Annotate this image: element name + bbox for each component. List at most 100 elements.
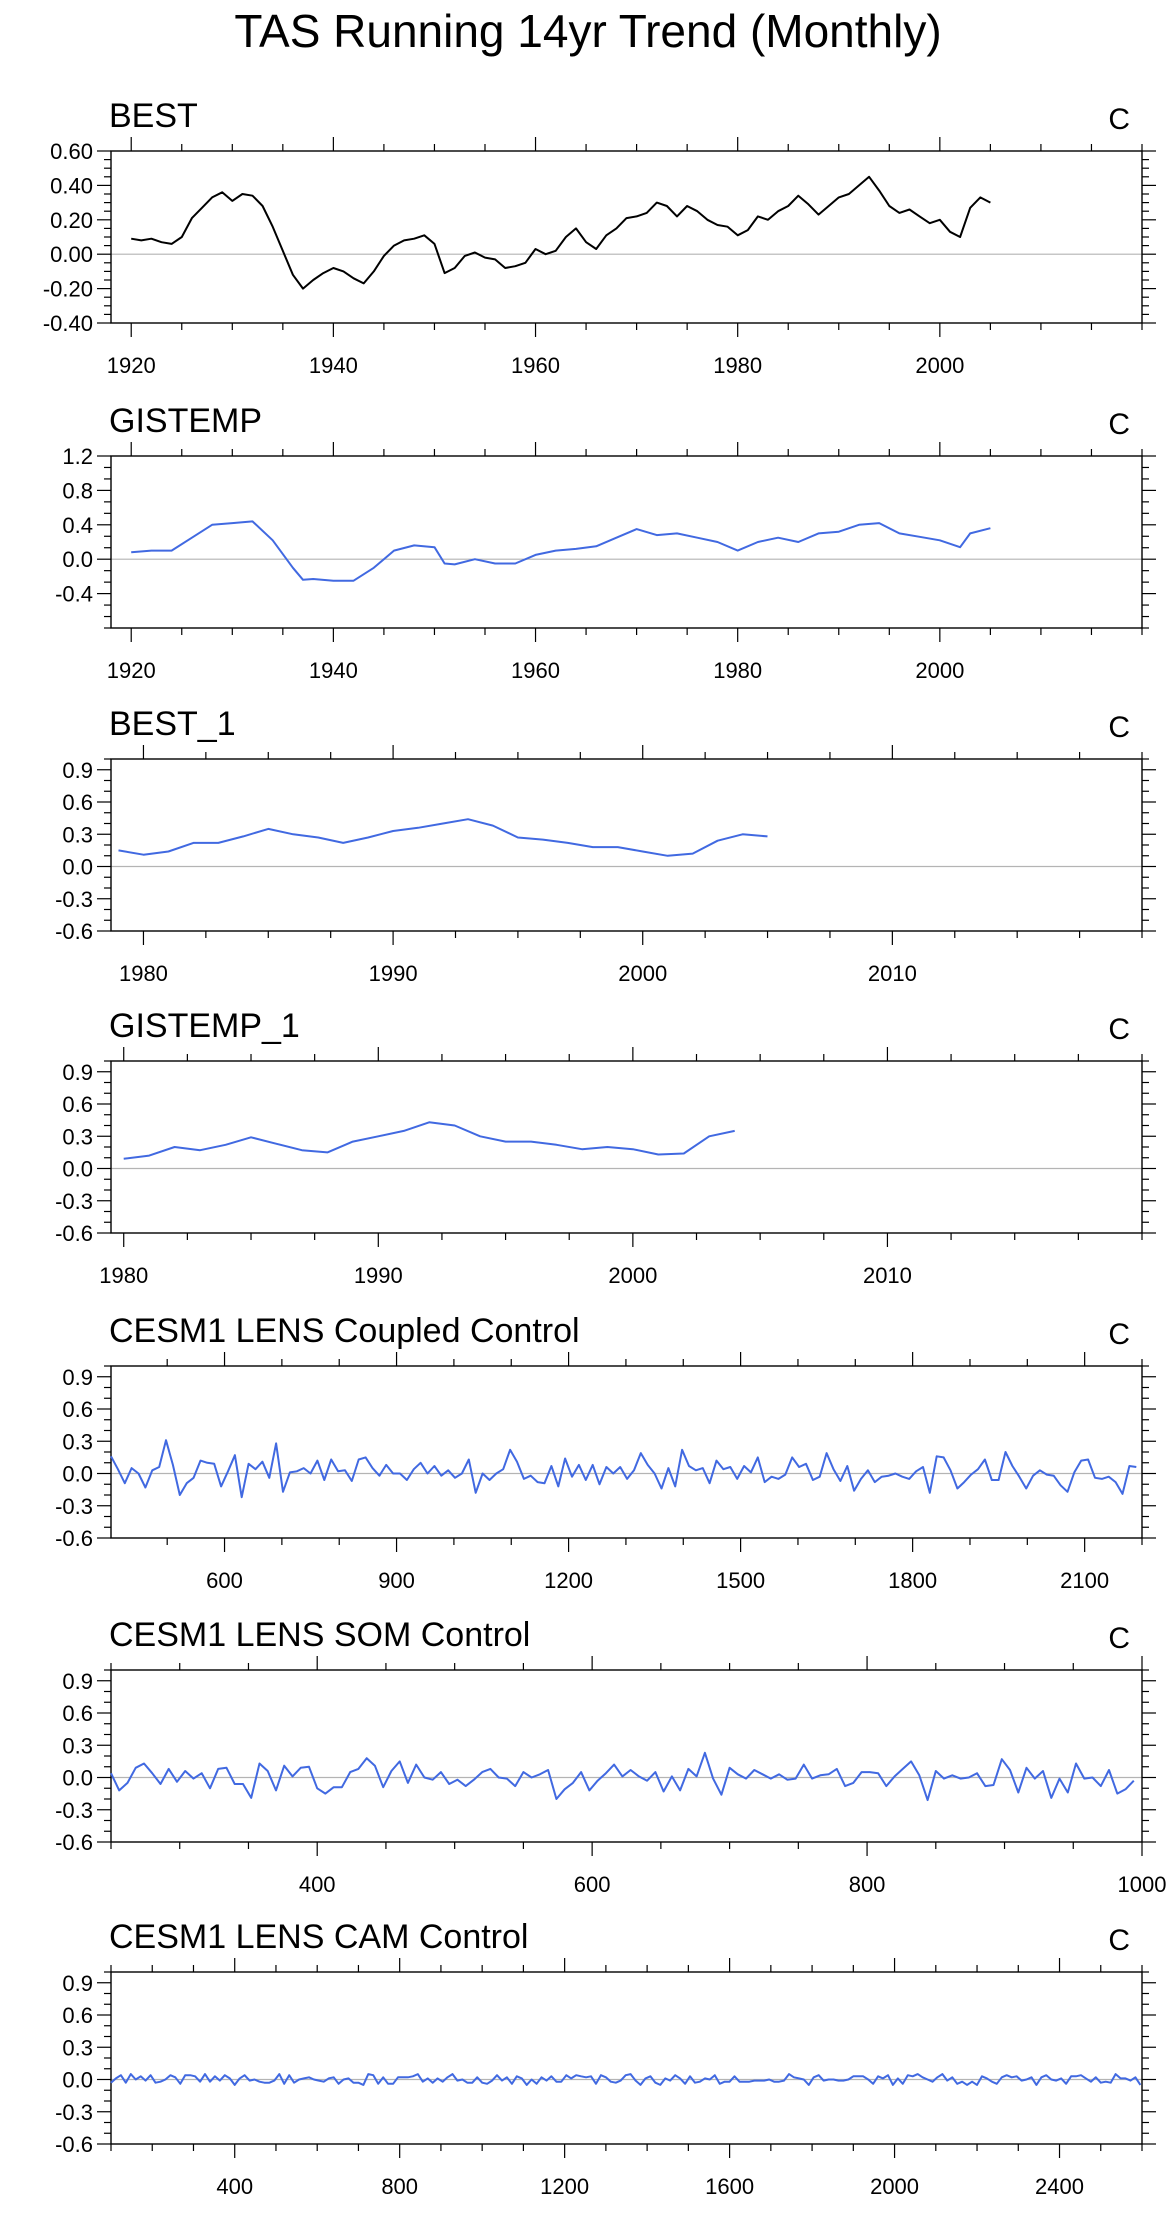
y-tick-label: 0.6 xyxy=(62,1397,93,1422)
y-tick-label: 0.0 xyxy=(62,2068,93,2093)
x-tick-label: 1960 xyxy=(511,353,560,378)
y-tick-label: -0.6 xyxy=(55,1830,93,1855)
x-tick-label: 2000 xyxy=(915,658,964,683)
y-tick-label: 0.9 xyxy=(62,1365,93,1390)
y-tick-label: 1.2 xyxy=(62,444,93,469)
series-line-1 xyxy=(118,818,768,857)
y-tick-label: -0.6 xyxy=(55,1221,93,1246)
chart-panel-1: BEST C -0.40 -0.20 0.00 0.20 0.40 0.60 1920 1940 1… xyxy=(43,97,1156,378)
units-label: C xyxy=(1108,1924,1130,1957)
y-tick-label: -0.3 xyxy=(55,1494,93,1519)
main-title: TAS Running 14yr Trend (Monthly) xyxy=(234,5,942,57)
x-tick-label: 400 xyxy=(216,2174,253,2199)
chart-panel-2: GISTEMP C -0.4 0.0 0.4 0.8 1.2 1920 1940 1960 1980… xyxy=(55,402,1156,683)
y-tick-label: 0.3 xyxy=(62,1733,93,1758)
y-tick-label: 0.0 xyxy=(62,855,93,880)
plot-frame xyxy=(110,758,1143,932)
panel-title: GISTEMP_1 xyxy=(109,1007,300,1045)
x-tick-label: 1980 xyxy=(713,353,762,378)
y-tick-label: 0.6 xyxy=(62,790,93,815)
panel-title: CESM1 LENS SOM Control xyxy=(109,1616,530,1654)
y-tick-label: -0.3 xyxy=(55,1798,93,1823)
y-tick-label: 0.0 xyxy=(62,1462,93,1487)
units-label: C xyxy=(1108,711,1130,744)
x-tick-label: 2400 xyxy=(1035,2174,1084,2199)
x-tick-label: 2000 xyxy=(608,1263,657,1288)
y-tick-label: -0.6 xyxy=(55,1526,93,1551)
chart-panel-7: CESM1 LENS CAM Control C -0.6 -0.3 0.0 0.3 0.6… xyxy=(55,1918,1156,2199)
units-label: C xyxy=(1108,1013,1130,1046)
panel-title: CESM1 LENS CAM Control xyxy=(109,1918,528,1956)
series-line-1 xyxy=(110,1751,1135,1802)
x-tick-label: 1000 xyxy=(1118,1872,1167,1897)
x-tick-label: 2100 xyxy=(1060,1568,1109,1593)
panel-title: GISTEMP xyxy=(109,402,262,440)
plot-frame xyxy=(110,455,1143,629)
x-tick-label: 1990 xyxy=(354,1263,403,1288)
series-line-1 xyxy=(123,1121,735,1160)
plot-frame xyxy=(110,150,1143,324)
y-tick-label: 0.8 xyxy=(62,478,93,503)
units-label: C xyxy=(1108,1318,1130,1351)
x-tick-label: 1990 xyxy=(369,961,418,986)
x-tick-label: 1920 xyxy=(107,353,156,378)
y-tick-label: 0.0 xyxy=(62,1157,93,1182)
y-tick-label: -0.6 xyxy=(55,919,93,944)
y-tick-label: 0.0 xyxy=(62,547,93,572)
x-tick-label: 1200 xyxy=(544,1568,593,1593)
x-tick-label: 1500 xyxy=(716,1568,765,1593)
y-tick-label: -0.4 xyxy=(55,582,93,607)
y-tick-label: 0.6 xyxy=(62,1092,93,1117)
y-tick-label: 0.20 xyxy=(50,208,93,233)
y-tick-label: -0.3 xyxy=(55,1189,93,1214)
y-tick-label: 0.9 xyxy=(62,1060,93,1085)
x-tick-label: 2010 xyxy=(863,1263,912,1288)
x-tick-label: 1960 xyxy=(511,658,560,683)
x-tick-label: 800 xyxy=(381,2174,418,2199)
series-line-1 xyxy=(131,520,991,582)
units-label: C xyxy=(1108,103,1130,136)
y-tick-label: 0.3 xyxy=(62,1124,93,1149)
x-tick-label: 2000 xyxy=(915,353,964,378)
y-tick-label: -0.40 xyxy=(43,311,93,336)
x-tick-label: 1980 xyxy=(119,961,168,986)
x-tick-label: 800 xyxy=(849,1872,886,1897)
y-tick-label: 0.6 xyxy=(62,1701,93,1726)
x-tick-label: 1200 xyxy=(540,2174,589,2199)
y-tick-label: 0.4 xyxy=(62,513,93,538)
x-tick-label: 1800 xyxy=(888,1568,937,1593)
x-tick-label: 2010 xyxy=(868,961,917,986)
y-tick-label: -0.3 xyxy=(55,2100,93,2125)
y-tick-label: 0.3 xyxy=(62,822,93,847)
x-tick-label: 1980 xyxy=(99,1263,148,1288)
x-tick-label: 600 xyxy=(574,1872,611,1897)
chart-panel-5: CESM1 LENS Coupled Control C -0.6 -0.3 0.0 0.… xyxy=(55,1312,1156,1593)
series-line-1 xyxy=(110,1439,1137,1499)
y-tick-label: 0.3 xyxy=(62,1429,93,1454)
plot-frame xyxy=(110,1971,1143,2145)
y-tick-label: 0.40 xyxy=(50,173,93,198)
series-line-1 xyxy=(131,175,991,290)
chart-panel-4: GISTEMP_1 C -0.6 -0.3 0.0 0.3 0.6 0.9 1980 1990 20… xyxy=(55,1007,1156,1288)
y-tick-label: -0.3 xyxy=(55,887,93,912)
chart-panel-3: BEST_1 C -0.6 -0.3 0.0 0.3 0.6 0.9 1980 1990 2000 2… xyxy=(55,705,1156,986)
x-tick-label: 900 xyxy=(378,1568,415,1593)
plot-frame xyxy=(110,1365,1143,1539)
panel-title: BEST xyxy=(109,97,198,135)
y-tick-label: 0.9 xyxy=(62,758,93,783)
panel-title: CESM1 LENS Coupled Control xyxy=(109,1312,580,1350)
plot-frame xyxy=(110,1060,1143,1234)
y-tick-label: -0.20 xyxy=(43,277,93,302)
y-tick-label: -0.6 xyxy=(55,2132,93,2157)
x-tick-label: 1940 xyxy=(309,658,358,683)
units-label: C xyxy=(1108,1622,1130,1655)
x-tick-label: 400 xyxy=(299,1872,336,1897)
units-label: C xyxy=(1108,408,1130,441)
y-tick-label: 0.9 xyxy=(62,1669,93,1694)
series-line-1 xyxy=(110,2073,1142,2086)
chart-panel-6: CESM1 LENS SOM Control C -0.6 -0.3 0.0 0.3 0.6… xyxy=(55,1616,1166,1897)
y-tick-label: 0.00 xyxy=(50,242,93,267)
x-tick-label: 1920 xyxy=(107,658,156,683)
x-tick-label: 1980 xyxy=(713,658,762,683)
